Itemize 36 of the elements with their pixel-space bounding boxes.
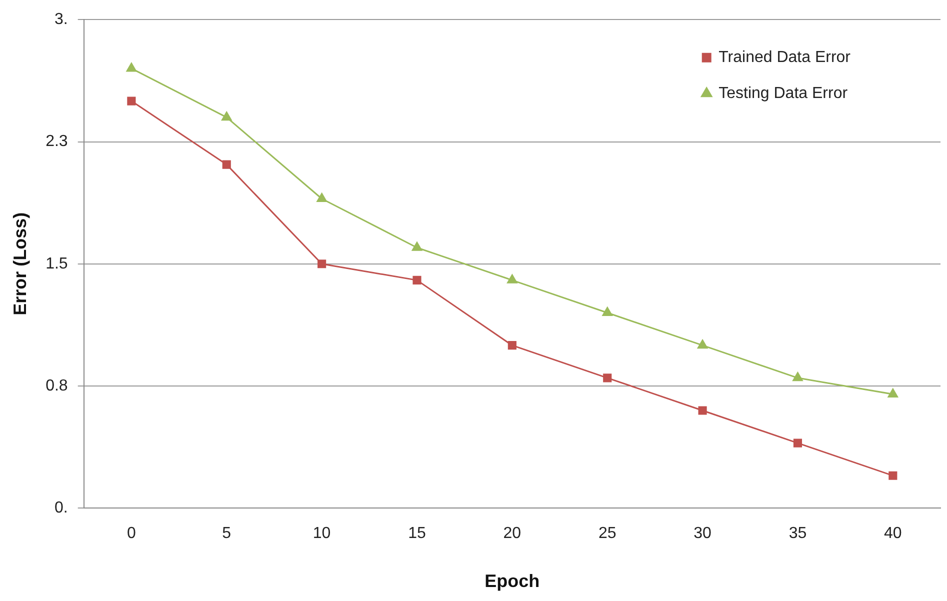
- y-axis-title: Error (Loss): [10, 212, 30, 316]
- y-tick-label: 3.: [54, 11, 68, 28]
- point: [126, 62, 137, 72]
- x-tick-label: 35: [788, 525, 807, 542]
- point: [222, 160, 231, 169]
- x-tick-label: 5: [222, 525, 232, 542]
- x-tick-label: 40: [884, 525, 902, 542]
- point: [697, 340, 708, 349]
- y-tick-label: 2.3: [46, 133, 68, 150]
- point: [318, 260, 326, 268]
- point: [507, 274, 518, 284]
- x-tick-label: 15: [408, 525, 426, 542]
- point: [698, 406, 707, 415]
- point: [127, 96, 136, 106]
- y-tick-label: 0.: [54, 500, 68, 517]
- point: [412, 276, 422, 284]
- point: [603, 374, 612, 382]
- point: [412, 242, 422, 251]
- point: [888, 388, 898, 398]
- point: [888, 471, 898, 480]
- point: [508, 341, 516, 350]
- x-tick-label: 30: [694, 525, 712, 542]
- point: [602, 307, 612, 316]
- point: [222, 112, 232, 121]
- legend-label: Trained Data Error: [718, 49, 852, 66]
- x-axis-title: Epoch: [484, 571, 540, 592]
- point: [316, 193, 327, 202]
- x-tick-label: 25: [598, 525, 616, 542]
- x-tick-label: 20: [503, 525, 522, 542]
- y-tick-label: 1.5: [46, 255, 68, 272]
- x-tick-label: 0: [126, 525, 136, 542]
- y-tick-label: 0.8: [46, 377, 68, 394]
- point: [792, 372, 803, 382]
- point: [793, 438, 802, 448]
- legend-label: Testing Data Error: [718, 85, 848, 102]
- x-tick-label: 10: [312, 525, 331, 542]
